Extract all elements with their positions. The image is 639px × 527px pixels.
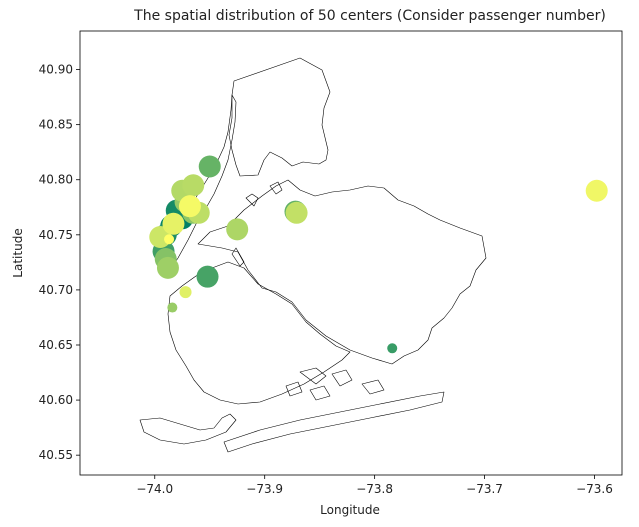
chart-title: The spatial distribution of 50 centers (…	[133, 8, 606, 24]
y-tick-label: 40.60	[39, 393, 73, 407]
data-point	[162, 212, 185, 235]
y-tick-label: 40.75	[39, 228, 73, 242]
data-point	[285, 201, 308, 224]
bronx-outline	[228, 57, 331, 177]
data-point	[167, 302, 178, 313]
data-point	[179, 286, 192, 299]
brooklyn-outline	[167, 261, 351, 405]
x-axis-label: Longitude	[320, 503, 380, 517]
data-point	[156, 256, 179, 279]
y-axis: 40.55 40.60 40.65 40.70 40.75 40.80 40.85 40.90	[39, 63, 80, 462]
data-point	[182, 174, 205, 197]
y-tick-label: 40.80	[39, 173, 73, 187]
x-tick-label: −73.6	[576, 482, 613, 496]
y-tick-label: 40.55	[39, 448, 73, 462]
data-point	[164, 234, 175, 245]
y-tick-label: 40.90	[39, 63, 73, 77]
nyc-borough-outlines	[139, 57, 487, 453]
data-point	[226, 218, 249, 241]
x-tick-label: −73.9	[246, 482, 283, 496]
jamaica-bay-islands	[285, 367, 385, 401]
x-tick-label: −73.8	[356, 482, 393, 496]
queens-outline	[197, 179, 487, 365]
plot-frame	[79, 30, 623, 476]
x-tick-label: −73.7	[466, 482, 503, 496]
staten-island-outline	[139, 413, 237, 445]
points-layer	[149, 155, 608, 354]
y-axis-label: Latitude	[11, 228, 25, 277]
y-tick-label: 40.70	[39, 283, 73, 297]
x-tick-label: −74.0	[136, 482, 173, 496]
x-axis: −74.0 −73.9 −73.8 −73.7 −73.6	[136, 475, 613, 496]
y-tick-label: 40.85	[39, 118, 73, 132]
data-point	[178, 195, 201, 218]
data-point	[198, 155, 221, 178]
data-point	[585, 179, 608, 202]
data-point	[196, 265, 219, 288]
y-tick-label: 40.65	[39, 338, 73, 352]
data-point	[387, 343, 398, 354]
east-river-islands	[231, 181, 283, 267]
rockaway-outline	[223, 391, 445, 453]
